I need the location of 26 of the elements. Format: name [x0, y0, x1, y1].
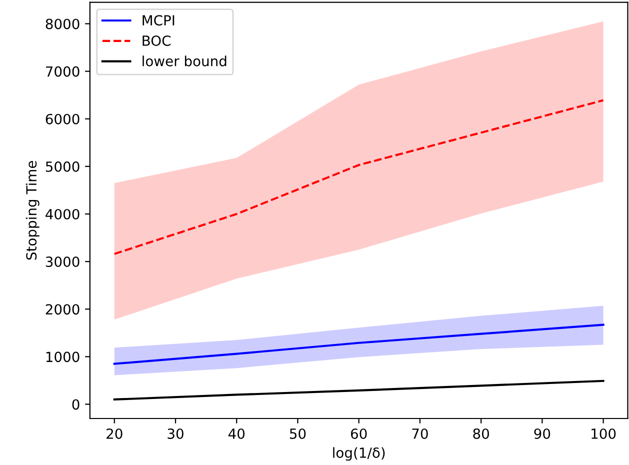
line-series [113, 99, 604, 255]
legend-label: lower bound [142, 56, 226, 66]
y-axis-title: Stopping Time [26, 161, 40, 260]
x-tick-label: 40 [228, 428, 245, 439]
legend-label: MCPI [142, 15, 174, 26]
x-tick-label: 30 [168, 428, 184, 439]
x-tick-label: 80 [473, 428, 489, 439]
y-tick-label: 3000 [46, 256, 80, 268]
x-tick-label: 100 [592, 428, 616, 439]
x-tick-label: 20 [106, 428, 122, 439]
y-tick-label: 5000 [46, 161, 80, 172]
legend-label: BOC [142, 35, 170, 46]
x-axis-title: log(1/δ) [333, 447, 385, 461]
y-tick-label: 2000 [46, 304, 80, 315]
y-tick-label: 1000 [46, 352, 80, 362]
x-tick-label: 90 [534, 428, 550, 439]
y-tick-label: 6000 [46, 114, 80, 124]
y-tick-label: 7000 [46, 66, 80, 77]
line-series [113, 380, 604, 401]
x-tick-label: 70 [412, 428, 428, 439]
x-tick-label: 50 [290, 428, 306, 439]
line-series [113, 324, 604, 365]
x-tick-label: 60 [350, 428, 367, 439]
y-tick-label: 0 [72, 399, 80, 410]
y-tick-label: 8000 [46, 18, 80, 30]
y-tick-label: 4000 [46, 208, 80, 220]
